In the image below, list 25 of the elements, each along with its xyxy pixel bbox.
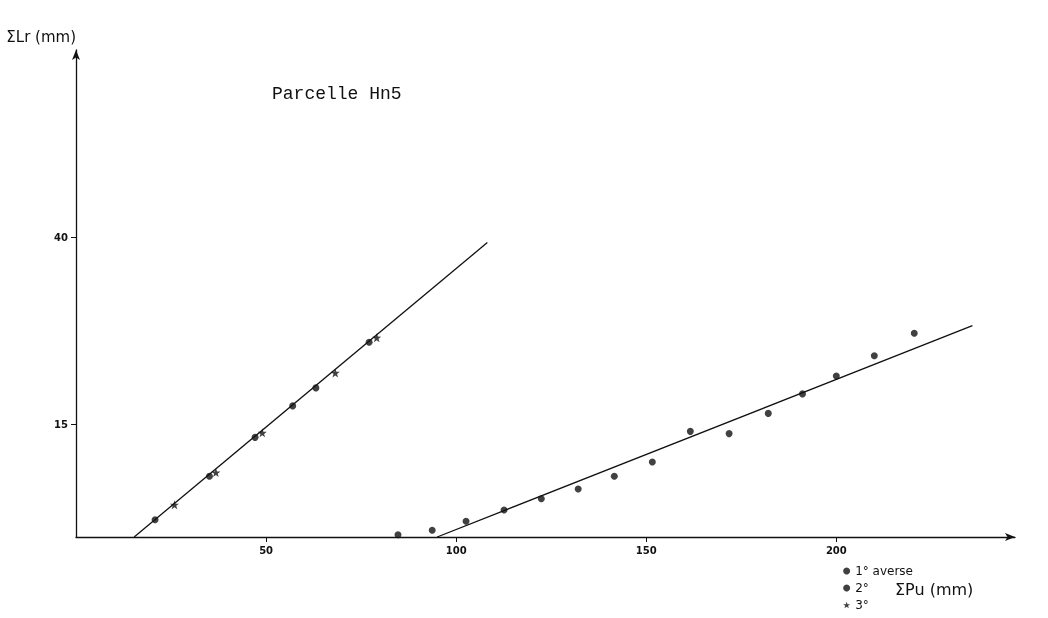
point: [648, 458, 656, 466]
y-axis-title: ΣLr (mm): [6, 27, 76, 46]
x-tick-label: 50: [259, 544, 274, 556]
point: [764, 409, 772, 417]
x-tick-label: 150: [635, 544, 657, 556]
point: [211, 468, 221, 478]
legend-label: 2°: [855, 581, 869, 595]
y-tick-label: 40: [54, 231, 69, 243]
legend-label: 1° averse: [855, 564, 913, 578]
legend-label: 3°: [855, 598, 869, 612]
text: Parcelle Hn5: [272, 84, 402, 104]
point: [910, 329, 918, 337]
x-axis-title: ΣPu (mm): [895, 579, 974, 599]
point: [832, 372, 840, 380]
x-tick-label: 200: [825, 544, 847, 556]
point: [686, 427, 694, 435]
x-tick-label: 100: [445, 544, 467, 556]
y-tick-label: 15: [54, 419, 69, 431]
point: [394, 531, 402, 539]
point: [428, 526, 436, 534]
point: [725, 430, 733, 438]
point: [462, 517, 470, 525]
point: [574, 485, 582, 493]
point: [610, 472, 618, 480]
point: [870, 352, 878, 360]
